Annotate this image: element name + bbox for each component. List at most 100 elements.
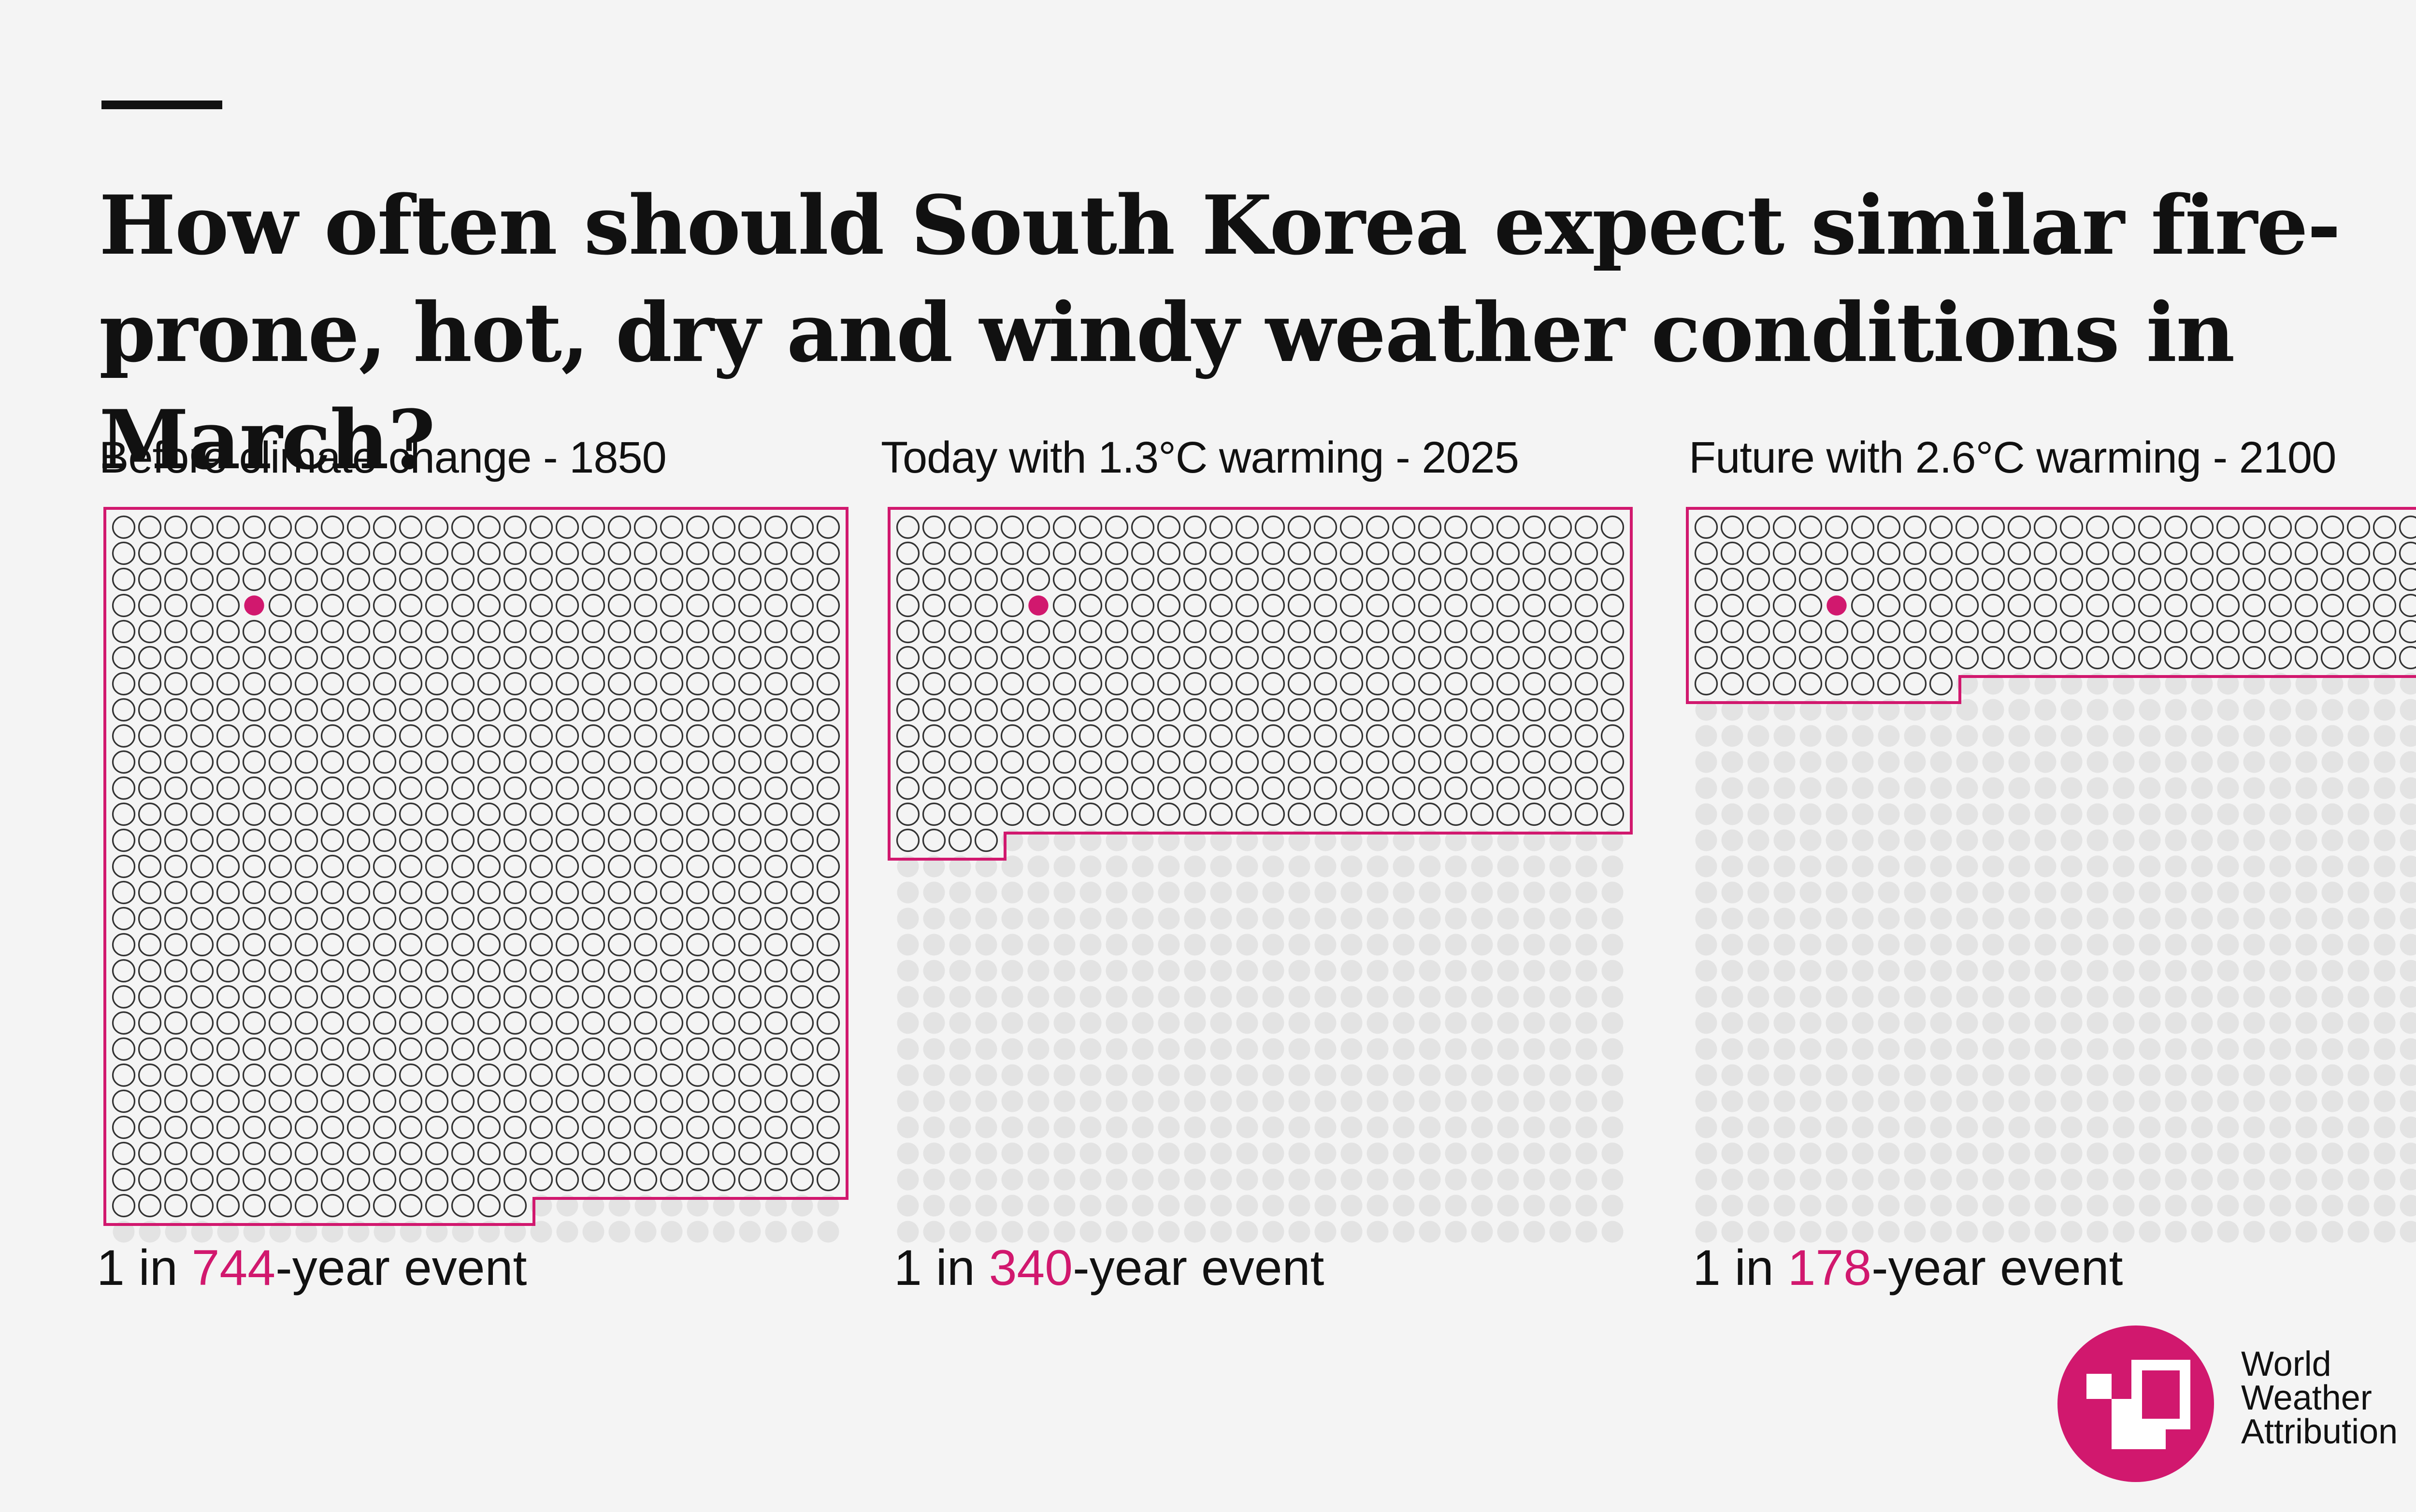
empty-dot (1799, 725, 1822, 747)
empty-dot (1340, 907, 1363, 930)
year-dot (581, 776, 605, 800)
year-dot (503, 933, 527, 957)
year-dot (922, 672, 946, 696)
empty-dot (1747, 1195, 1769, 1217)
empty-dot (1001, 1090, 1023, 1112)
year-dot (2373, 646, 2397, 670)
year-dot (477, 646, 501, 670)
empty-dot (1366, 881, 1389, 904)
year-dot (1522, 698, 1546, 722)
empty-dot (949, 1142, 971, 1165)
year-dot (1157, 750, 1181, 774)
year-dot (112, 1115, 136, 1139)
year-dot (1339, 619, 1364, 644)
empty-dot (1982, 1195, 2004, 1217)
year-dot (764, 567, 788, 591)
empty-dot (1982, 1168, 2004, 1191)
year-dot (216, 776, 240, 800)
year-dot (555, 698, 579, 722)
year-dot (816, 1115, 840, 1139)
year-dot (1026, 802, 1050, 826)
year-dot (190, 1089, 214, 1113)
empty-dot (1721, 881, 1743, 904)
year-dot (373, 672, 397, 696)
empty-dot (817, 1195, 839, 1217)
year-dot (816, 515, 840, 539)
year-dot (896, 672, 920, 696)
empty-dot (1471, 1195, 1493, 1217)
year-dot (399, 541, 423, 565)
empty-dot (1721, 777, 1743, 799)
year-dot (451, 959, 475, 983)
year-dot (294, 672, 318, 696)
year-dot (581, 1037, 605, 1061)
year-dot (2294, 646, 2318, 670)
year-dot (738, 541, 762, 565)
empty-dot (452, 1221, 474, 1243)
year-dot (216, 1194, 240, 1218)
empty-dot (1288, 1221, 1310, 1243)
year-dot (268, 985, 292, 1009)
year-dot (633, 1141, 658, 1166)
year-dot (1522, 593, 1546, 618)
empty-dot (1236, 1142, 1258, 1165)
year-dot (686, 854, 710, 878)
year-dot (164, 880, 188, 905)
empty-dot (1158, 907, 1180, 930)
empty-dot (1419, 907, 1441, 930)
year-dot (948, 698, 972, 722)
empty-dot (1956, 986, 1978, 1008)
year-dot (346, 959, 371, 983)
year-dot (738, 1063, 762, 1087)
year-dot (660, 1167, 684, 1192)
year-dot (660, 1063, 684, 1087)
year-dot (660, 646, 684, 670)
year-dot (346, 698, 371, 722)
empty-dot (2400, 855, 2416, 878)
year-dot (686, 698, 710, 722)
empty-dot (1027, 960, 1050, 982)
empty-dot (2113, 1064, 2135, 1086)
caption-value: 744 (191, 1240, 276, 1296)
empty-dot (1236, 1221, 1258, 1243)
year-dot (1339, 593, 1364, 618)
logo-line-2: Weather (2241, 1379, 2372, 1417)
year-dot (1600, 515, 1625, 539)
year-dot (816, 619, 840, 644)
empty-dot (1053, 855, 1076, 878)
empty-dot (2191, 907, 2213, 930)
empty-dot (1826, 829, 1848, 851)
empty-dot (2321, 829, 2344, 851)
year-dot (2373, 567, 2397, 591)
year-dot (607, 828, 632, 852)
empty-dot (2165, 1195, 2187, 1217)
empty-dot (975, 1221, 997, 1243)
year-dot (1392, 776, 1416, 800)
empty-dot (1210, 1168, 1232, 1191)
year-dot (268, 1141, 292, 1166)
year-dot (190, 724, 214, 748)
year-dot (216, 959, 240, 983)
year-dot (294, 1115, 318, 1139)
empty-dot (1471, 1012, 1493, 1034)
year-dot (2216, 646, 2240, 670)
year-dot (1235, 619, 1259, 644)
empty-dot (1001, 1221, 1023, 1243)
year-dot (1183, 567, 1207, 591)
year-dot (529, 933, 553, 957)
empty-dot (2400, 1221, 2416, 1243)
year-dot (1444, 646, 1468, 670)
empty-dot (1366, 855, 1389, 878)
empty-dot (1001, 881, 1023, 904)
empty-dot (2060, 855, 2083, 878)
empty-dot (1158, 1064, 1180, 1086)
year-dot (138, 593, 162, 618)
year-dot (320, 985, 345, 1009)
empty-dot (1773, 855, 1796, 878)
year-dot (1470, 646, 1494, 670)
year-dot (503, 567, 527, 591)
year-dot (1313, 567, 1337, 591)
year-dot (399, 1089, 423, 1113)
year-dot (686, 880, 710, 905)
empty-dot (1852, 1168, 1874, 1191)
